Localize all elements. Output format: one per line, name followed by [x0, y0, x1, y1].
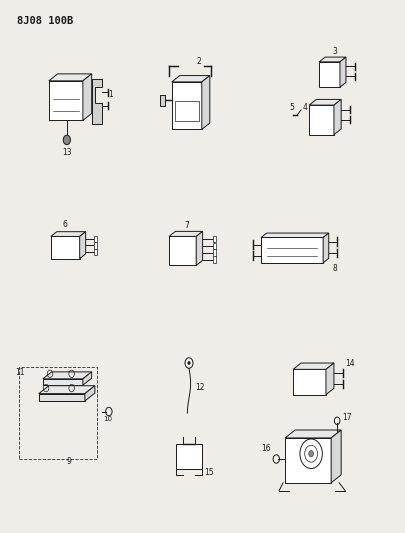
- Text: 12: 12: [194, 383, 204, 392]
- Bar: [212, 249, 215, 256]
- Text: 13: 13: [62, 148, 72, 157]
- Text: 14: 14: [344, 359, 354, 368]
- Circle shape: [308, 450, 313, 457]
- Text: 3: 3: [332, 47, 337, 56]
- Polygon shape: [292, 363, 333, 369]
- Polygon shape: [79, 232, 85, 259]
- Bar: [94, 236, 97, 242]
- Text: 1: 1: [108, 90, 113, 99]
- Polygon shape: [333, 100, 340, 135]
- Polygon shape: [39, 386, 95, 393]
- Polygon shape: [292, 369, 325, 394]
- Polygon shape: [318, 62, 339, 87]
- Polygon shape: [325, 363, 333, 394]
- Text: 15: 15: [203, 469, 213, 478]
- Bar: [212, 256, 215, 263]
- Polygon shape: [318, 57, 345, 62]
- Polygon shape: [196, 231, 202, 265]
- Polygon shape: [201, 76, 209, 130]
- Polygon shape: [51, 232, 85, 237]
- Polygon shape: [51, 237, 79, 259]
- Polygon shape: [39, 393, 85, 401]
- Bar: [94, 243, 97, 248]
- Circle shape: [188, 361, 190, 365]
- Polygon shape: [43, 379, 83, 385]
- Polygon shape: [284, 438, 330, 483]
- Text: 6: 6: [62, 221, 67, 230]
- Text: 2: 2: [196, 57, 201, 66]
- Bar: [212, 243, 215, 249]
- Polygon shape: [168, 237, 196, 265]
- Polygon shape: [260, 238, 322, 263]
- Text: 4: 4: [301, 103, 306, 112]
- Bar: [212, 236, 215, 242]
- Polygon shape: [83, 372, 92, 385]
- Bar: [175, 101, 198, 122]
- Bar: [94, 249, 97, 255]
- Polygon shape: [322, 233, 328, 263]
- Text: 5: 5: [289, 103, 294, 112]
- Bar: [175, 443, 202, 469]
- Polygon shape: [49, 74, 92, 81]
- Text: 17: 17: [341, 413, 351, 422]
- Polygon shape: [260, 233, 328, 238]
- Polygon shape: [168, 231, 202, 237]
- Polygon shape: [339, 57, 345, 87]
- Polygon shape: [284, 430, 340, 438]
- Text: 11: 11: [15, 368, 24, 377]
- Text: 8J08 100B: 8J08 100B: [17, 16, 73, 26]
- Polygon shape: [171, 82, 201, 130]
- Polygon shape: [83, 74, 92, 120]
- Polygon shape: [330, 430, 340, 483]
- Polygon shape: [85, 386, 95, 401]
- Bar: [159, 95, 164, 106]
- Bar: [19, 367, 97, 459]
- Text: 10: 10: [103, 416, 112, 422]
- Text: 9: 9: [66, 457, 71, 466]
- Polygon shape: [43, 372, 92, 379]
- Polygon shape: [308, 105, 333, 135]
- Circle shape: [63, 135, 70, 144]
- Polygon shape: [308, 100, 340, 105]
- Text: 7: 7: [184, 221, 189, 230]
- Polygon shape: [49, 81, 83, 120]
- Text: 8: 8: [332, 264, 336, 273]
- Text: 16: 16: [261, 444, 271, 453]
- Polygon shape: [171, 76, 209, 82]
- Polygon shape: [92, 79, 101, 124]
